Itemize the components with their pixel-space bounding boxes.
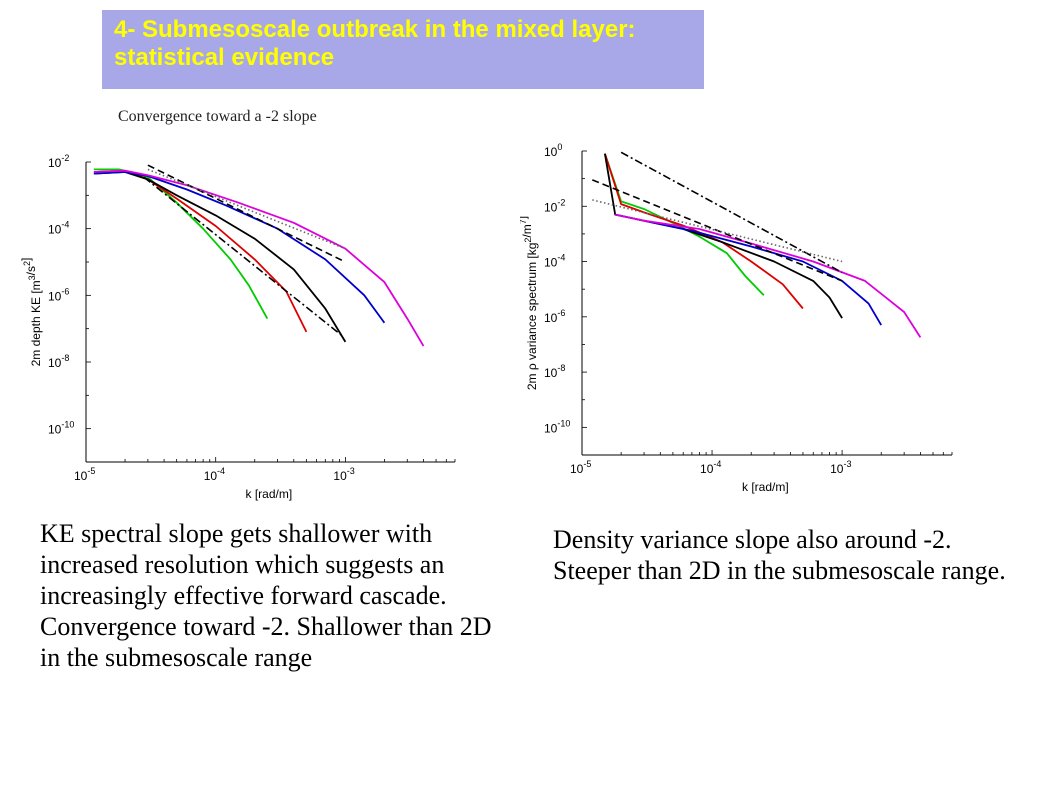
caption-left: KE spectral slope gets shallower with in… xyxy=(40,519,492,672)
y-tick-label: 10-6 xyxy=(48,286,69,303)
y-tick-label: 100 xyxy=(544,142,562,159)
x-axis-label: k [rad/m] xyxy=(246,487,293,501)
ke-series-7 xyxy=(147,168,346,250)
y-tick-label: 10-10 xyxy=(48,420,74,437)
y-tick-label: 10-6 xyxy=(544,308,565,325)
y-tick-label: 10-2 xyxy=(544,197,565,214)
slide-title-text: 4- Submesoscale outbreak in the mixed la… xyxy=(114,16,636,71)
subtitle: Convergence toward a -2 slope xyxy=(118,108,317,125)
ke-series-0 xyxy=(93,168,269,320)
ke-series-2 xyxy=(93,171,347,343)
y-tick-label: 10-8 xyxy=(544,363,565,380)
x-tick-label: 10-5 xyxy=(74,466,95,483)
ke-series-3 xyxy=(93,171,386,324)
rho-series-3 xyxy=(615,213,882,326)
rho-series-0 xyxy=(604,153,765,296)
rho-series-7 xyxy=(592,199,843,263)
x-tick-label: 10-5 xyxy=(570,459,591,476)
ke-series-6 xyxy=(143,176,343,337)
y-tick-label: 10-8 xyxy=(48,353,69,370)
ke-series-5 xyxy=(147,164,346,263)
ke-series-4 xyxy=(93,169,425,347)
x-tick-label: 10-3 xyxy=(830,459,851,476)
ke-spectrum-chart: 10-5 10-4 10-3 10-2 10-4 10-6 10-8 10-10 k [rad/… xyxy=(19,153,456,501)
y-tick-label: 10-4 xyxy=(544,253,565,270)
y-tick-label: 10-2 xyxy=(48,153,69,170)
rho-series-4 xyxy=(615,213,922,338)
y-tick-label: 10-4 xyxy=(48,220,69,237)
x-tick-label: 10-3 xyxy=(333,466,354,483)
y-tick-label: 10-10 xyxy=(544,418,570,435)
x-tick-label: 10-4 xyxy=(204,466,225,483)
x-tick-label: 10-4 xyxy=(700,459,721,476)
caption-right: Density variance slope also around -2. S… xyxy=(553,525,1006,585)
density-variance-chart: 10-5 10-4 10-3 100 10-2 10-4 10-6 10-8 10-10 k [r… xyxy=(520,142,953,494)
x-axis-label: k [rad/m] xyxy=(742,480,789,494)
y-axis-label: 2m depth KE [m3/s2] xyxy=(19,258,43,367)
y-axis-label: 2m ρ variance spectrum [kg2/m7] xyxy=(520,216,539,390)
rho-series-6 xyxy=(620,151,843,274)
slide-title: 4- Submesoscale outbreak in the mixed la… xyxy=(102,10,704,89)
